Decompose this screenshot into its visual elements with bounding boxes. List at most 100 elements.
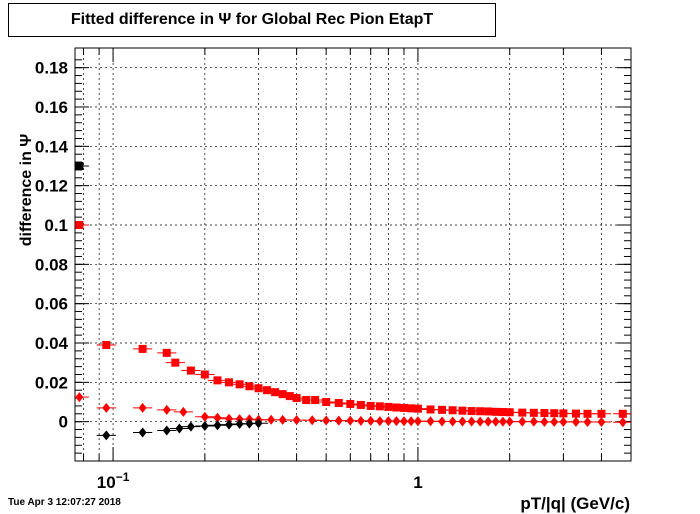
data-point-square — [162, 348, 171, 357]
data-point-diamond — [618, 417, 627, 428]
data-point-square — [171, 358, 180, 367]
data-point-diamond — [254, 418, 263, 429]
data-point-square — [334, 398, 343, 407]
y-tick-label: 0.02 — [35, 373, 68, 392]
series-3 — [96, 418, 269, 441]
data-point-square — [271, 388, 280, 397]
data-series — [75, 162, 631, 441]
data-point-diamond — [308, 415, 317, 426]
data-point-diamond — [162, 404, 171, 415]
data-point-diamond — [334, 415, 343, 426]
data-point-square — [413, 404, 422, 413]
data-point-square — [311, 396, 320, 405]
data-point-diamond — [540, 416, 549, 427]
data-point-diamond — [224, 419, 233, 430]
data-point-square — [200, 370, 209, 379]
data-point-square — [292, 394, 301, 403]
data-point-square — [518, 408, 527, 417]
data-point-diamond — [278, 414, 287, 425]
data-point-diamond — [224, 413, 233, 424]
y-tick-label: 0.06 — [35, 295, 68, 314]
data-point-square — [618, 409, 627, 418]
x-tick-label: 1 — [413, 473, 422, 492]
data-point-diamond — [505, 416, 514, 427]
data-point-diamond — [413, 416, 422, 427]
axis-ticks: 0 0.02 0.04 0.06 0.08 0.1 0.12 0.14 0.16 0.18 10−1… — [35, 48, 632, 492]
data-point-square — [235, 380, 244, 389]
x-axis-title: pT/|q| (GeV/c) — [520, 494, 630, 513]
data-point-square — [346, 399, 355, 408]
data-point-square — [278, 390, 287, 399]
data-point-diamond — [356, 415, 365, 426]
x-tick-label: 10−1 — [97, 470, 130, 492]
data-point-square — [102, 340, 111, 349]
data-point-square — [224, 378, 233, 387]
data-point-square — [322, 398, 331, 406]
data-point-diamond — [597, 417, 606, 428]
y-tick-label: 0.16 — [35, 98, 68, 117]
y-tick-label: 0.14 — [35, 137, 69, 156]
data-point-diamond — [175, 423, 184, 434]
data-point-diamond — [559, 416, 568, 427]
data-point-square — [138, 344, 147, 353]
y-tick-label: 0.1 — [44, 216, 68, 235]
data-point-diamond — [213, 412, 222, 423]
data-point-square — [597, 409, 606, 418]
data-point-square — [375, 402, 384, 411]
data-point-square — [213, 376, 222, 385]
timestamp: Tue Apr 3 12:07:27 2018 — [8, 497, 121, 508]
data-point-diamond — [162, 425, 171, 436]
data-point-diamond — [235, 419, 244, 430]
data-point-diamond — [200, 420, 209, 431]
data-point-diamond — [186, 421, 195, 432]
data-point-diamond — [583, 417, 592, 428]
data-point-diamond — [102, 402, 111, 413]
y-tick-label: 0.04 — [35, 334, 69, 353]
data-point-diamond — [102, 430, 111, 441]
data-point-diamond — [426, 416, 435, 427]
data-point-diamond — [200, 411, 209, 422]
data-point-diamond — [322, 415, 331, 426]
data-point-square — [75, 162, 84, 170]
data-point-square — [186, 366, 195, 375]
series-1 — [75, 162, 89, 170]
data-point-square — [75, 221, 84, 229]
data-point-square — [263, 386, 272, 395]
data-point-square — [559, 409, 568, 418]
data-point-square — [285, 392, 294, 401]
data-point-square — [245, 382, 254, 391]
data-point-diamond — [448, 416, 457, 427]
data-point-square — [583, 409, 592, 418]
data-point-square — [505, 408, 514, 417]
plot-frame — [74, 47, 632, 462]
data-point-diamond — [346, 415, 355, 426]
data-point-square — [438, 405, 447, 414]
grid — [75, 48, 632, 461]
data-point-square — [448, 406, 457, 415]
data-point-diamond — [529, 416, 538, 427]
data-point-square — [529, 408, 538, 417]
data-point-diamond — [213, 420, 222, 431]
data-point-diamond — [267, 414, 276, 425]
data-point-diamond — [571, 416, 580, 427]
data-point-diamond — [138, 402, 147, 413]
data-point-square — [426, 405, 435, 414]
chart-title: Fitted difference in Ψ for Global Rec Pi… — [8, 3, 496, 37]
series-0 — [75, 221, 631, 418]
y-tick-label: 0.08 — [35, 255, 68, 274]
y-tick-label: 0.12 — [35, 177, 68, 196]
data-point-diamond — [518, 416, 527, 427]
data-point-diamond — [75, 392, 84, 403]
data-point-square — [254, 384, 263, 393]
data-point-square — [356, 400, 365, 409]
data-point-square — [571, 409, 580, 418]
data-point-diamond — [292, 415, 301, 426]
y-tick-label: 0 — [59, 413, 68, 432]
y-tick-label: 0.18 — [35, 59, 68, 78]
data-point-square — [540, 409, 549, 418]
data-point-diamond — [179, 406, 188, 417]
data-point-square — [384, 402, 393, 411]
data-point-diamond — [138, 427, 147, 438]
data-point-diamond — [438, 416, 447, 427]
